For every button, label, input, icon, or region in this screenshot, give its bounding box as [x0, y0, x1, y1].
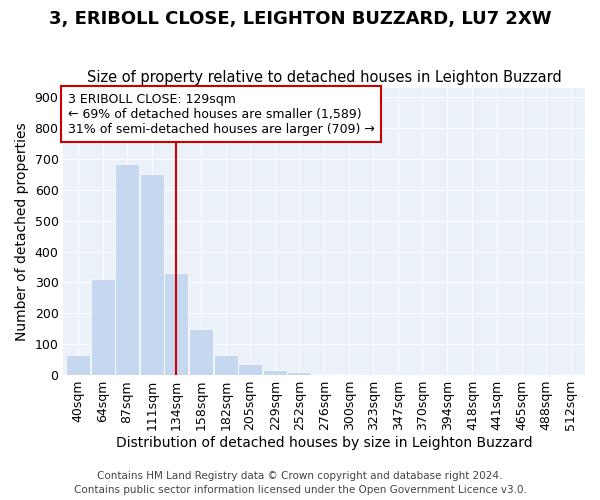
X-axis label: Distribution of detached houses by size in Leighton Buzzard: Distribution of detached houses by size …	[116, 436, 533, 450]
Text: 3 ERIBOLL CLOSE: 129sqm
← 69% of detached houses are smaller (1,589)
31% of semi: 3 ERIBOLL CLOSE: 129sqm ← 69% of detache…	[68, 92, 374, 136]
Bar	[91, 280, 115, 375]
Bar	[287, 372, 311, 375]
Bar	[214, 355, 238, 375]
Bar	[509, 374, 534, 375]
Title: Size of property relative to detached houses in Leighton Buzzard: Size of property relative to detached ho…	[87, 70, 562, 86]
Bar	[238, 364, 262, 375]
Bar	[263, 370, 287, 375]
Bar	[164, 273, 188, 375]
Bar	[115, 164, 139, 375]
Text: Contains HM Land Registry data © Crown copyright and database right 2024.
Contai: Contains HM Land Registry data © Crown c…	[74, 471, 526, 495]
Bar	[337, 374, 362, 375]
Bar	[140, 174, 164, 375]
Bar	[65, 355, 90, 375]
Bar	[312, 374, 337, 375]
Y-axis label: Number of detached properties: Number of detached properties	[15, 122, 29, 341]
Bar	[189, 329, 213, 375]
Text: 3, ERIBOLL CLOSE, LEIGHTON BUZZARD, LU7 2XW: 3, ERIBOLL CLOSE, LEIGHTON BUZZARD, LU7 …	[49, 10, 551, 28]
Bar	[559, 374, 583, 375]
